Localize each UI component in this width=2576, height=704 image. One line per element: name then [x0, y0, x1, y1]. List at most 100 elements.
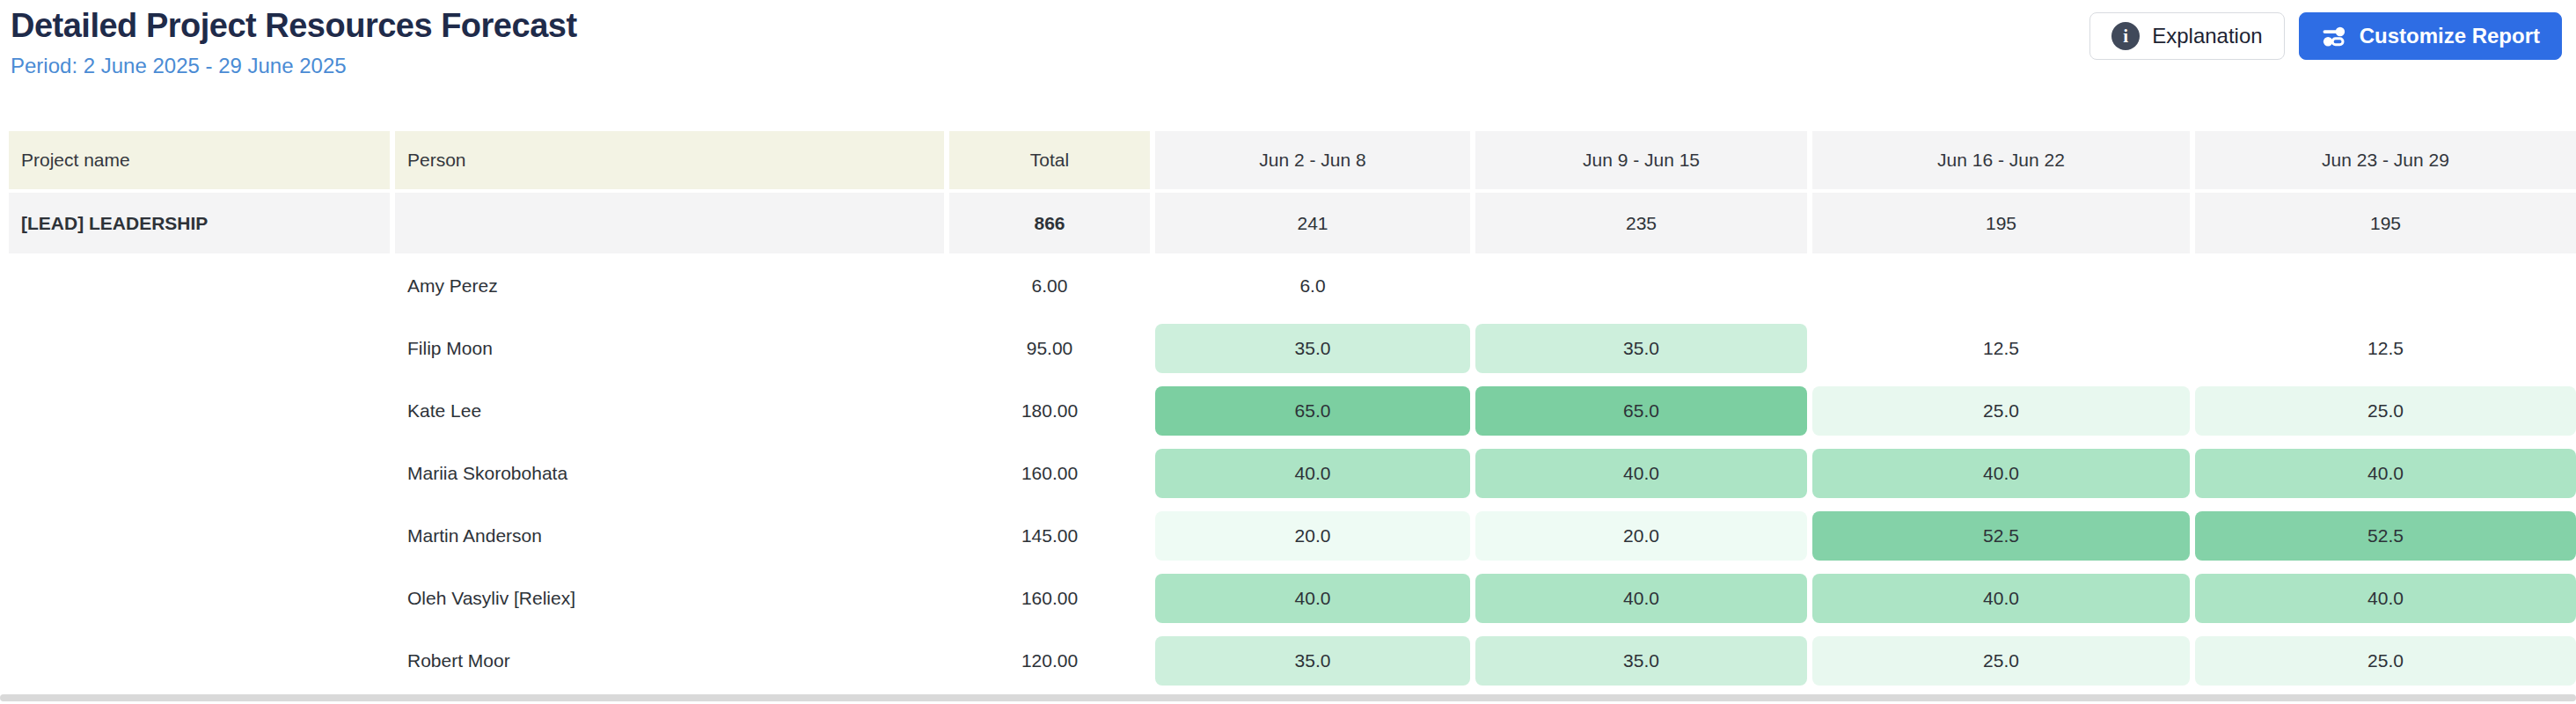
person-name: Oleh Vasyliv [Reliex]: [395, 568, 944, 628]
customize-report-button[interactable]: Customize Report: [2299, 12, 2562, 60]
week-cell: 52.5: [1812, 505, 2190, 566]
project-name-cell: [9, 443, 390, 503]
table-header-row: Project name Person Total Jun 2 - Jun 8 …: [9, 131, 2576, 189]
person-name: Kate Lee: [395, 380, 944, 441]
sliders-icon: [2321, 23, 2347, 49]
allocation-pill: 25.0: [2195, 636, 2576, 686]
allocation-pill: [2195, 261, 2576, 311]
week-cell: 40.0: [1155, 443, 1470, 503]
project-week-total: 195: [1812, 193, 2190, 253]
table-row: Oleh Vasyliv [Reliex] 160.00 40.0 40.0 4…: [9, 568, 2576, 628]
person-name: Amy Perez: [395, 255, 944, 316]
project-name-cell: [9, 505, 390, 566]
week-cell: 65.0: [1155, 380, 1470, 441]
allocation-pill: 6.0: [1155, 261, 1470, 311]
week-cell: 52.5: [2195, 505, 2576, 566]
table-row: Filip Moon 95.00 35.0 35.0 12.5 12.5: [9, 318, 2576, 378]
week-cell: 40.0: [2195, 443, 2576, 503]
week-cell: 40.0: [1155, 568, 1470, 628]
table-row: Mariia Skorobohata 160.00 40.0 40.0 40.0…: [9, 443, 2576, 503]
allocation-pill: [1475, 261, 1807, 311]
week-cell: 40.0: [2195, 568, 2576, 628]
allocation-pill: 35.0: [1155, 636, 1470, 686]
table-row: Kate Lee 180.00 65.0 65.0 25.0 25.0: [9, 380, 2576, 441]
allocation-pill: 40.0: [1812, 574, 2190, 623]
allocation-pill: 40.0: [1475, 574, 1807, 623]
person-name: Filip Moon: [395, 318, 944, 378]
column-header-project-name: Project name: [9, 131, 390, 189]
allocation-pill: 40.0: [2195, 574, 2576, 623]
allocation-pill: 35.0: [1475, 636, 1807, 686]
table-row: Robert Moor 120.00 35.0 35.0 25.0 25.0: [9, 630, 2576, 691]
allocation-pill: 40.0: [2195, 449, 2576, 498]
week-cell: 6.0: [1155, 255, 1470, 316]
week-cell: [2195, 255, 2576, 316]
allocation-pill: 40.0: [1155, 449, 1470, 498]
week-cell: 40.0: [1475, 568, 1807, 628]
person-total: 6.00: [949, 255, 1150, 316]
person-name: Mariia Skorobohata: [395, 443, 944, 503]
person-total: 145.00: [949, 505, 1150, 566]
week-cell: 35.0: [1475, 318, 1807, 378]
explanation-button[interactable]: i Explanation: [2089, 12, 2284, 60]
project-summary-row: [LEAD] LEADERSHIP 866 241 235 195 195: [9, 193, 2576, 253]
week-cell: 65.0: [1475, 380, 1807, 441]
person-total: 95.00: [949, 318, 1150, 378]
allocation-pill: 52.5: [2195, 511, 2576, 561]
project-name-cell: [9, 255, 390, 316]
week-cell: 12.5: [2195, 318, 2576, 378]
table-body: Amy Perez 6.00 6.0 Filip Moon 95.00 35.0…: [9, 255, 2576, 691]
project-name-cell: [9, 318, 390, 378]
column-header-week-4: Jun 23 - Jun 29: [2195, 131, 2576, 189]
info-icon: i: [2111, 22, 2140, 50]
allocation-pill: 20.0: [1475, 511, 1807, 561]
allocation-pill: 12.5: [1812, 324, 2190, 373]
week-cell: 35.0: [1475, 630, 1807, 691]
column-header-total: Total: [949, 131, 1150, 189]
week-cell: [1475, 255, 1807, 316]
table-row: Amy Perez 6.00 6.0: [9, 255, 2576, 316]
week-cell: 40.0: [1812, 568, 2190, 628]
person-total: 160.00: [949, 568, 1150, 628]
week-cell: [1812, 255, 2190, 316]
project-week-total: 235: [1475, 193, 1807, 253]
project-total: 866: [949, 193, 1150, 253]
week-cell: 40.0: [1812, 443, 2190, 503]
table-row: Martin Anderson 145.00 20.0 20.0 52.5 52…: [9, 505, 2576, 566]
project-name-cell: [9, 630, 390, 691]
person-name: Robert Moor: [395, 630, 944, 691]
explanation-button-label: Explanation: [2152, 24, 2262, 48]
allocation-pill: 40.0: [1155, 574, 1470, 623]
allocation-pill: 25.0: [2195, 386, 2576, 436]
person-total: 160.00: [949, 443, 1150, 503]
week-cell: 20.0: [1475, 505, 1807, 566]
forecast-table: Project name Person Total Jun 2 - Jun 8 …: [9, 131, 2576, 691]
project-week-total: 241: [1155, 193, 1470, 253]
allocation-pill: 35.0: [1155, 324, 1470, 373]
allocation-pill: 25.0: [1812, 636, 2190, 686]
allocation-pill: [1812, 261, 2190, 311]
person-total: 180.00: [949, 380, 1150, 441]
week-cell: 20.0: [1155, 505, 1470, 566]
allocation-pill: 25.0: [1812, 386, 2190, 436]
week-cell: 40.0: [1475, 443, 1807, 503]
person-total: 120.00: [949, 630, 1150, 691]
allocation-pill: 52.5: [1812, 511, 2190, 561]
week-cell: 12.5: [1812, 318, 2190, 378]
horizontal-scrollbar[interactable]: [0, 694, 2576, 701]
column-header-week-2: Jun 9 - Jun 15: [1475, 131, 1807, 189]
project-person-cell: [395, 193, 944, 253]
customize-button-label: Customize Report: [2360, 24, 2540, 48]
allocation-pill: 12.5: [2195, 324, 2576, 373]
toolbar: i Explanation Customize Report: [2089, 12, 2562, 60]
week-cell: 25.0: [2195, 630, 2576, 691]
project-name: [LEAD] LEADERSHIP: [9, 193, 390, 253]
allocation-pill: 40.0: [1812, 449, 2190, 498]
project-week-total: 195: [2195, 193, 2576, 253]
allocation-pill: 20.0: [1155, 511, 1470, 561]
allocation-pill: 40.0: [1475, 449, 1807, 498]
allocation-pill: 65.0: [1475, 386, 1807, 436]
week-cell: 25.0: [1812, 380, 2190, 441]
column-header-week-3: Jun 16 - Jun 22: [1812, 131, 2190, 189]
week-cell: 35.0: [1155, 630, 1470, 691]
